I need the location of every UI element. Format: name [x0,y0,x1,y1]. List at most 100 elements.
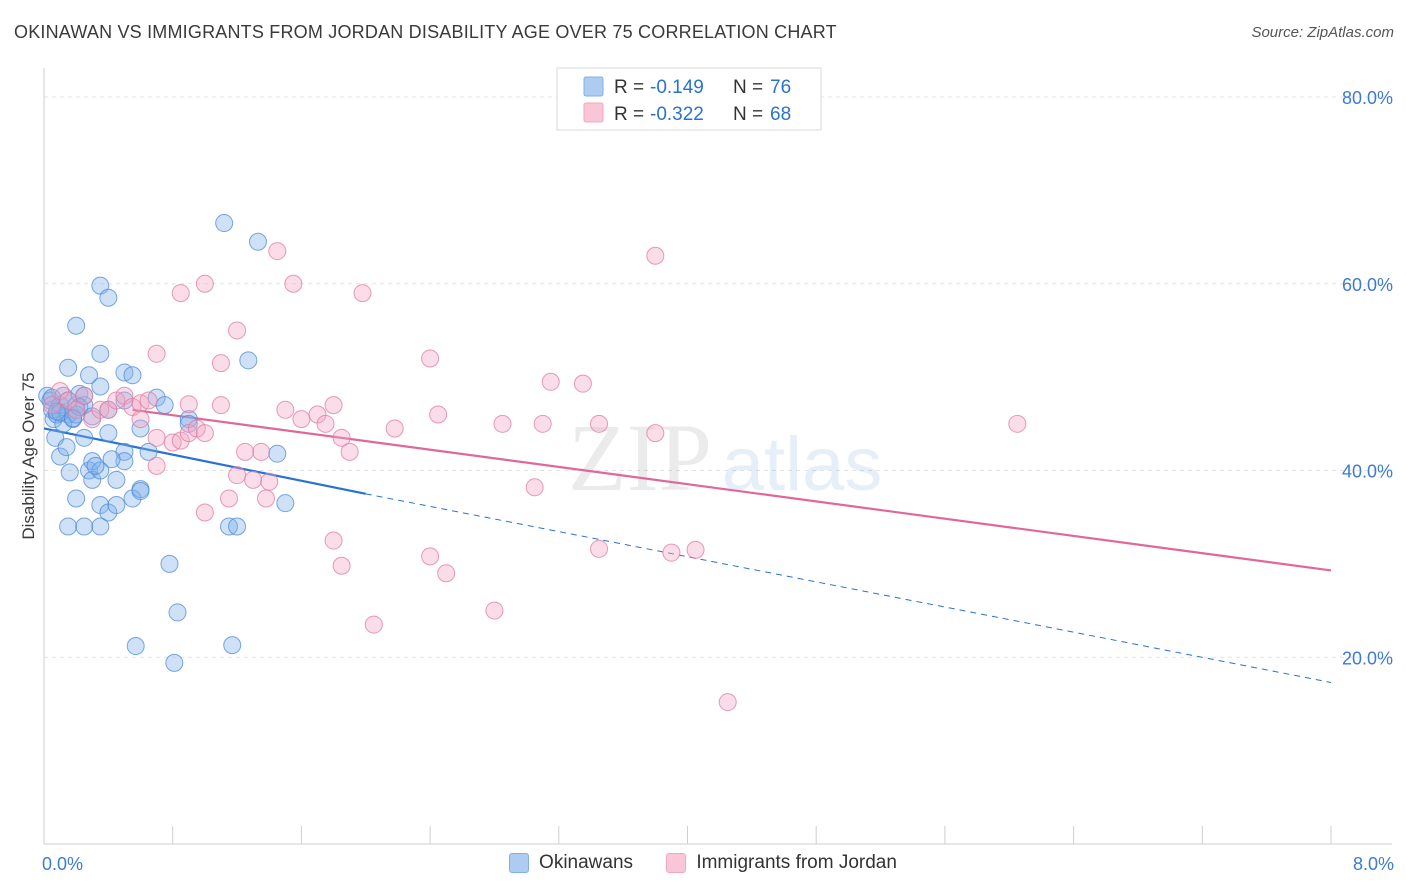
point-s1-61 [364,615,383,634]
point-s1-30 [252,442,271,461]
point-s0-17 [67,489,86,508]
point-s1-44 [421,349,440,368]
point-s0-48 [155,396,174,415]
point-s0-36 [91,517,110,536]
trend-lines [43,408,1332,683]
legend-top: R = -0.149 N = 76 R = -0.322 N = 68 [556,67,822,131]
point-s1-46 [493,414,512,433]
point-s1-20 [147,344,166,363]
point-s1-36 [276,400,295,419]
chart-title: OKINAWAN VS IMMIGRANTS FROM JORDAN DISAB… [14,22,837,42]
point-s1-23 [211,354,230,373]
point-s0-18 [75,428,94,447]
legend-bottom-swatch-jordan [666,853,687,873]
point-s1-22 [195,274,214,293]
point-s1-13 [147,428,166,447]
point-s0-39 [59,358,78,377]
point-s0-41 [91,377,110,396]
trend-line-okinawans [43,427,366,495]
legend-r-label-0: R = [614,77,644,98]
point-s1-35 [292,410,311,429]
point-s1-67 [179,395,198,414]
point-s0-38 [91,344,110,363]
gridlines [44,96,1392,658]
point-s1-57 [421,547,440,566]
y-tick-labels: 80.0% 60.0% 40.0% 20.0% [1342,88,1393,668]
y-axis-label: Disability Age Over 75 [19,372,38,539]
point-s0-15 [57,438,76,457]
point-s0-33 [131,482,150,501]
point-s1-32 [257,489,276,508]
point-s0-70 [223,636,242,655]
point-s1-21 [171,284,190,303]
point-s1-47 [541,372,560,391]
point-s0-28 [107,496,126,515]
point-s0-45 [131,419,150,438]
point-s1-63 [718,693,737,712]
legend-n-label-1: N = [733,104,763,125]
legend-label-okinawans: Okinawans [539,852,634,873]
axes [43,68,1392,845]
point-s0-35 [75,517,94,536]
point-s1-60 [332,556,351,575]
point-s1-31 [260,472,279,491]
point-s0-68 [126,637,145,656]
point-s0-58 [99,288,118,307]
legend-label-jordan: Immigrants from Jordan [696,852,897,873]
point-s1-50 [590,414,609,433]
point-s1-24 [228,321,247,340]
legend-bottom-swatch-okinawans [509,853,530,873]
trend-line-okinawans-extension [365,493,1332,683]
point-s1-48 [533,414,552,433]
point-s1-45 [429,405,448,424]
point-s0-67 [168,603,187,622]
point-s1-26 [220,489,239,508]
point-s0-69 [165,653,184,672]
point-s0-27 [107,470,126,489]
point-s1-55 [662,543,681,562]
point-s1-49 [573,374,592,393]
point-s0-44 [123,366,142,385]
point-s1-52 [646,424,665,443]
point-s1-40 [332,428,351,447]
point-s0-24 [86,456,105,475]
point-s1-56 [686,540,705,559]
point-s1-14 [147,456,166,475]
x-tick-min: 0.0% [42,854,83,874]
point-s1-58 [437,564,456,583]
legend-r-value-0: -0.149 [650,77,704,98]
legend-r-label-1: R = [614,104,644,125]
point-s1-29 [244,470,263,489]
point-s0-60 [248,232,267,251]
point-s1-43 [385,419,404,438]
point-s1-66 [139,391,158,410]
chart-source: Source: ZipAtlas.com [1251,24,1394,41]
point-s0-46 [139,442,158,461]
point-s1-39 [324,396,343,415]
point-s0-66 [160,554,179,573]
y-tick-label-0: 80.0% [1342,88,1393,108]
point-s1-38 [316,414,335,433]
y-tick-label-1: 60.0% [1342,275,1393,295]
legend-swatch-jordan [583,102,604,123]
point-s1-25 [211,396,230,415]
watermark-zip: ZIP [568,404,712,511]
point-s0-63 [228,517,247,536]
point-s0-61 [239,351,258,370]
point-s1-59 [324,531,343,550]
y-tick-label-2: 40.0% [1342,462,1393,482]
point-s0-59 [215,214,234,233]
point-s1-65 [236,442,255,461]
point-s1-64 [1008,414,1027,433]
point-s0-16 [60,463,79,482]
point-s1-41 [340,442,359,461]
legend-r-value-1: -0.322 [650,104,704,125]
point-s0-25 [99,424,118,443]
x-tick-max: 8.0% [1353,854,1394,874]
legend-n-value-1: 68 [770,104,791,125]
point-s1-3 [67,400,86,419]
watermark-atlas: atlas [722,422,883,507]
data-points [38,214,1027,712]
legend-bottom: Okinawans Immigrants from Jordan [0,852,1406,879]
